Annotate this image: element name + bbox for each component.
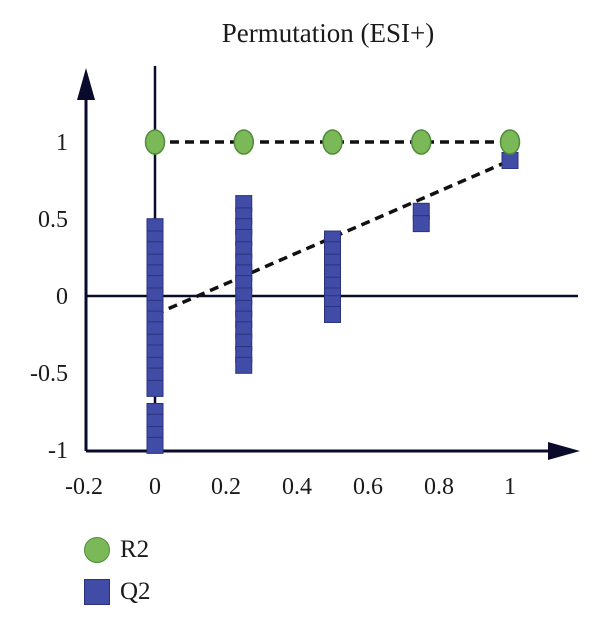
r2-point — [411, 129, 432, 155]
q2-point — [146, 436, 164, 454]
legend-label-r2: R2 — [120, 536, 150, 563]
q2-point — [324, 305, 341, 323]
y-tick-label: -1 — [48, 438, 68, 464]
data-points-layer — [144, 129, 521, 454]
trend-lines-layer — [154, 140, 511, 317]
chart-title: Permutation (ESI+) — [222, 18, 434, 48]
r2-point — [233, 129, 254, 155]
q2-trend-line — [154, 158, 511, 317]
x-tick-label: -0.2 — [65, 474, 103, 500]
legend-label-q2: Q2 — [120, 578, 151, 605]
x-axis-arrow-icon — [548, 442, 580, 460]
r2-point — [322, 129, 343, 155]
y-axis-arrow-icon — [77, 68, 95, 100]
y-tick-label: -0.5 — [30, 361, 68, 387]
legend: R2 Q2 — [84, 532, 151, 616]
x-tick-label: 0.6 — [353, 474, 383, 500]
r2-point — [499, 129, 521, 155]
x-tick-label: 1 — [504, 474, 516, 500]
q2-point — [146, 379, 164, 397]
y-tick-label: 0.5 — [38, 207, 68, 233]
y-tick-label: 1 — [56, 130, 68, 156]
q2-square-icon — [84, 579, 110, 605]
x-tick-label: 0.2 — [211, 474, 241, 500]
legend-item-q2: Q2 — [84, 574, 151, 610]
legend-item-r2: R2 — [84, 532, 151, 568]
r2-point — [144, 129, 166, 155]
q2-point — [412, 215, 430, 233]
y-tick-label: 0 — [56, 284, 68, 310]
q2-point — [235, 356, 253, 374]
q2-point — [501, 151, 519, 169]
x-tick-label: 0.4 — [282, 474, 312, 500]
r2-circle-icon — [84, 537, 110, 563]
x-tick-label: 0.8 — [424, 474, 454, 500]
x-tick-label: 0 — [149, 474, 161, 500]
axes-layer: -1 -0.5 0 0.5 1 -0.2 0 0.2 0.4 0.6 0.8 1 — [30, 66, 580, 500]
